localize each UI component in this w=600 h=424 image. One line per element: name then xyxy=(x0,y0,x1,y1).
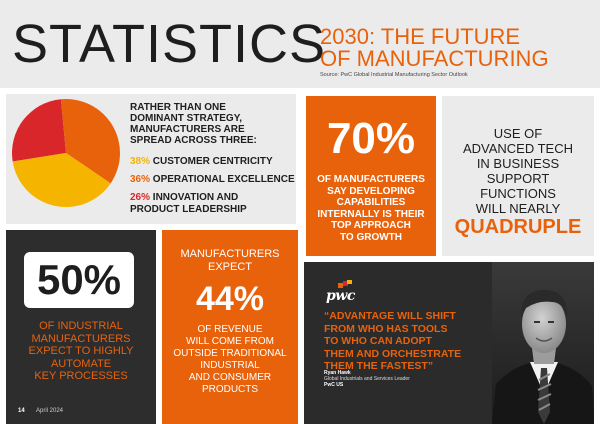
quote-author-org: PwC US xyxy=(324,382,344,388)
speaker-portrait xyxy=(492,262,594,424)
page-title: STATISTICS xyxy=(12,14,327,74)
strategy-item-operational: 36% OPERATIONAL EXCELLENCE xyxy=(130,174,295,185)
page-subtitle: 2030: THE FUTURE OF MANUFACTURING xyxy=(320,24,549,71)
header: STATISTICS 2030: THE FUTURE OF MANUFACTU… xyxy=(0,0,600,88)
pwc-logo-mark-icon xyxy=(338,280,352,288)
strategy-item-innovation: 26% INNOVATION AND PRODUCT LEADERSHIP xyxy=(130,192,247,215)
page-number: 14 xyxy=(18,408,25,414)
strategy-intro: RATHER THAN ONE DOMINANT STRATEGY, MANUF… xyxy=(130,102,257,146)
automation-stat-box: 50% xyxy=(24,252,134,308)
revenue-text: OF REVENUE WILL COME FROM OUTSIDE TRADIT… xyxy=(173,324,287,395)
tech-tile: USE OF ADVANCED TECH IN BUSINESS SUPPORT… xyxy=(442,96,594,256)
capabilities-text: OF MANUFACTURERS SAY DEVELOPING CAPABILI… xyxy=(317,174,425,243)
pie-slice-innovation xyxy=(11,99,66,162)
automation-stat: 50% xyxy=(36,256,122,303)
capabilities-tile: 70% OF MANUFACTURERS SAY DEVELOPING CAPA… xyxy=(306,96,436,256)
quote-text: “ADVANTAGE WILL SHIFT FROM WHO HAS TOOLS… xyxy=(324,310,462,372)
strategy-pie-chart xyxy=(11,99,121,207)
source-note: Source: PwC Global Industrial Manufactur… xyxy=(320,72,468,78)
strategy-item-customer: 38% CUSTOMER CENTRICITY xyxy=(130,156,273,167)
capabilities-stat: 70% xyxy=(326,114,416,163)
revenue-stat: 44% xyxy=(195,280,265,318)
quote-author-role: Global Industrials and Services Leader xyxy=(324,376,410,382)
automation-tile: 50% OF INDUSTRIAL MANUFACTURERS EXPECT T… xyxy=(6,230,156,424)
pie-slice-operational-excellence xyxy=(60,99,121,184)
page-date: April 2024 xyxy=(36,408,64,414)
revenue-intro: MANUFACTURERS EXPECT xyxy=(180,248,280,273)
quote-tile: pwc “ADVANTAGE WILL SHIFT FROM WHO HAS T… xyxy=(304,262,594,424)
revenue-tile: MANUFACTURERS EXPECT 44% OF REVENUE WILL… xyxy=(162,230,298,424)
pwc-logo: pwc xyxy=(326,288,355,304)
quote-author-name: Ryan Hawk xyxy=(324,370,351,376)
tech-text: USE OF ADVANCED TECH IN BUSINESS SUPPORT… xyxy=(462,126,574,216)
tech-stat: QUADRUPLE xyxy=(454,216,582,238)
automation-text: OF INDUSTRIAL MANUFACTURERS EXPECT TO HI… xyxy=(28,320,134,382)
strategy-tile: RATHER THAN ONE DOMINANT STRATEGY, MANUF… xyxy=(6,94,296,224)
pie-slice-customer-centricity xyxy=(12,153,111,207)
